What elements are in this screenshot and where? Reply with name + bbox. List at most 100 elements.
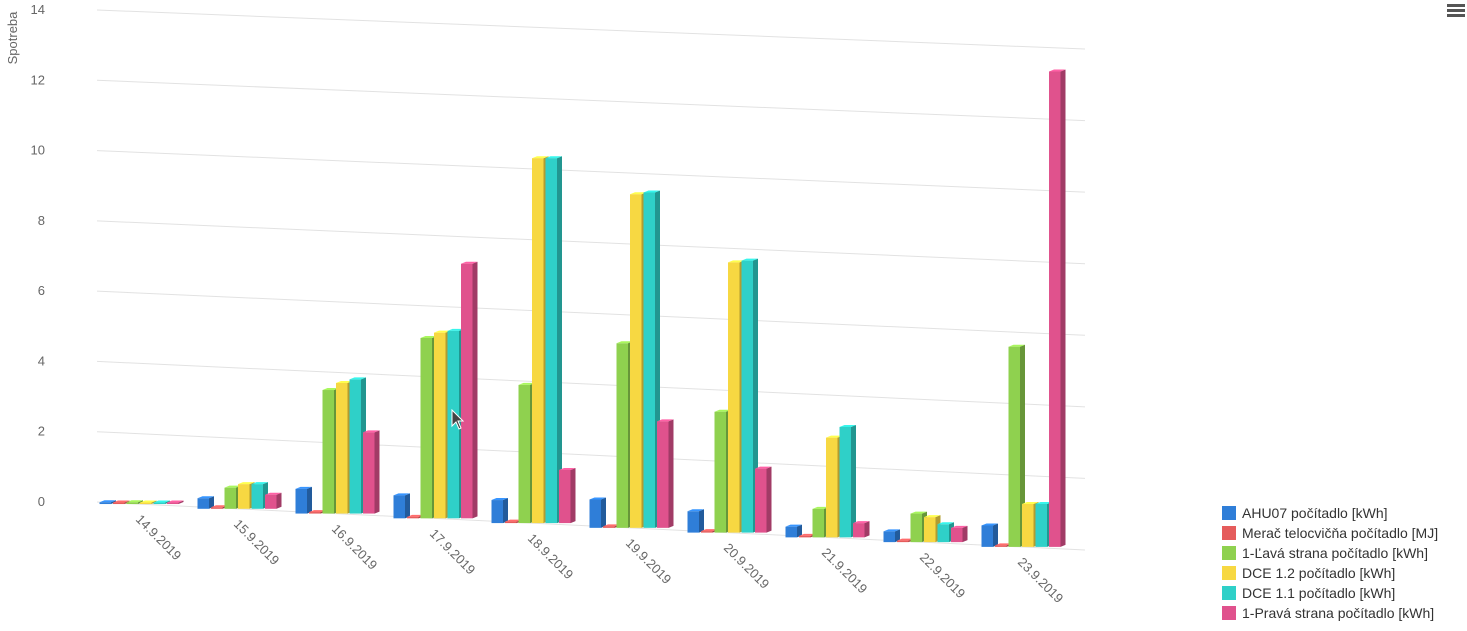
bar-top <box>251 482 268 485</box>
bar-side <box>1060 69 1066 547</box>
bar-front <box>853 523 865 538</box>
bar[interactable] <box>883 529 901 543</box>
bar-top <box>687 509 704 512</box>
bar-front <box>826 437 838 538</box>
bar[interactable] <box>197 496 215 509</box>
bar[interactable] <box>393 493 411 519</box>
bar[interactable] <box>853 521 870 538</box>
bar-front <box>295 488 307 514</box>
legend-item[interactable]: AHU07 počítadlo [kWh] <box>1222 503 1438 523</box>
bar-top <box>491 498 508 501</box>
legend-item[interactable]: 1-Pravá strana počítadlo [kWh] <box>1222 603 1438 623</box>
bar[interactable] <box>839 424 857 538</box>
bar-top <box>883 529 900 532</box>
bar-top <box>995 543 1012 546</box>
bar-front <box>616 343 628 528</box>
bar-front <box>603 526 615 528</box>
bar[interactable] <box>657 419 674 528</box>
bar-top <box>630 192 647 195</box>
legend-item[interactable]: 1-Ľavá strana počítadlo [kWh] <box>1222 543 1438 563</box>
bar-front <box>714 411 726 533</box>
bar-top <box>518 382 535 385</box>
bar[interactable] <box>491 498 509 524</box>
bar-top <box>589 497 606 500</box>
bar-side <box>557 156 562 524</box>
grid-line <box>96 79 1086 122</box>
bar[interactable] <box>461 261 478 519</box>
chart-menu-button[interactable] <box>1447 4 1465 20</box>
bar-top <box>295 486 312 489</box>
bar-top <box>701 529 718 532</box>
legend-item[interactable]: DCE 1.1 počítadlo [kWh] <box>1222 583 1438 603</box>
x-tick-label: 19.9.2019 <box>623 535 675 587</box>
bar[interactable] <box>951 525 968 543</box>
bar-top <box>238 482 255 485</box>
bar-top <box>616 341 633 344</box>
legend-swatch <box>1222 586 1236 600</box>
bar-front <box>1035 503 1047 547</box>
bar-front <box>407 516 419 519</box>
bar[interactable] <box>153 500 171 505</box>
legend-label: 1-Pravá strana počítadlo [kWh] <box>1242 605 1435 621</box>
bar-top <box>140 500 157 503</box>
bar-top <box>714 409 731 412</box>
y-tick-label: 8 <box>38 213 45 228</box>
bar-side <box>178 500 184 505</box>
grid-line <box>96 431 1086 479</box>
bar[interactable] <box>167 500 184 505</box>
bar[interactable] <box>741 258 759 533</box>
bar-top <box>839 424 856 427</box>
bar-front <box>505 521 517 524</box>
bar[interactable] <box>99 500 117 505</box>
bar[interactable] <box>755 466 772 533</box>
bar-front <box>657 421 669 528</box>
bar[interactable] <box>981 523 999 547</box>
bar-top <box>211 505 228 508</box>
bar-side <box>864 521 870 538</box>
bar-side <box>151 500 157 505</box>
bar[interactable] <box>559 467 576 524</box>
legend-item[interactable]: Merač telocvičňa počítadlo [MJ] <box>1222 523 1438 543</box>
bar[interactable] <box>1049 69 1066 547</box>
bar-side <box>374 430 380 514</box>
bar-front <box>532 158 544 524</box>
bar-front <box>363 432 375 514</box>
bar-side <box>993 523 998 547</box>
bar-front <box>643 192 655 528</box>
bar[interactable] <box>545 156 563 524</box>
bar-top <box>407 514 424 517</box>
bar-front <box>224 487 236 509</box>
bar[interactable] <box>363 430 380 514</box>
bar-top <box>826 435 843 438</box>
bar[interactable] <box>140 500 157 505</box>
x-tick-label: 15.9.2019 <box>231 516 283 568</box>
bar-top <box>113 500 130 503</box>
legend-item[interactable]: DCE 1.2 počítadlo [kWh] <box>1222 563 1438 583</box>
bar[interactable] <box>265 492 282 509</box>
bar-front <box>265 494 277 509</box>
bar-top <box>532 156 549 159</box>
bar-front <box>799 535 811 538</box>
legend-label: AHU07 počítadlo [kWh] <box>1242 505 1388 521</box>
bar-front <box>1008 346 1020 547</box>
bar-top <box>1022 501 1039 504</box>
bar-front <box>951 527 963 543</box>
bar[interactable] <box>126 500 144 505</box>
bar-top <box>981 523 998 526</box>
legend-swatch <box>1222 606 1236 620</box>
bar[interactable] <box>687 509 705 533</box>
mouse-cursor-icon <box>451 409 465 430</box>
y-tick-label: 2 <box>38 424 45 439</box>
bar-top <box>951 525 968 528</box>
bar-front <box>559 469 571 524</box>
bar-front <box>589 499 601 528</box>
bar-front <box>251 484 263 509</box>
bar[interactable] <box>589 497 607 528</box>
bar-top <box>1035 501 1052 504</box>
legend-label: 1-Ľavá strana počítadlo [kWh] <box>1242 545 1428 561</box>
bar-side <box>766 466 772 533</box>
bar[interactable] <box>785 524 803 538</box>
bar[interactable] <box>295 486 313 514</box>
bar[interactable] <box>1008 344 1026 547</box>
bar-side <box>601 497 606 528</box>
